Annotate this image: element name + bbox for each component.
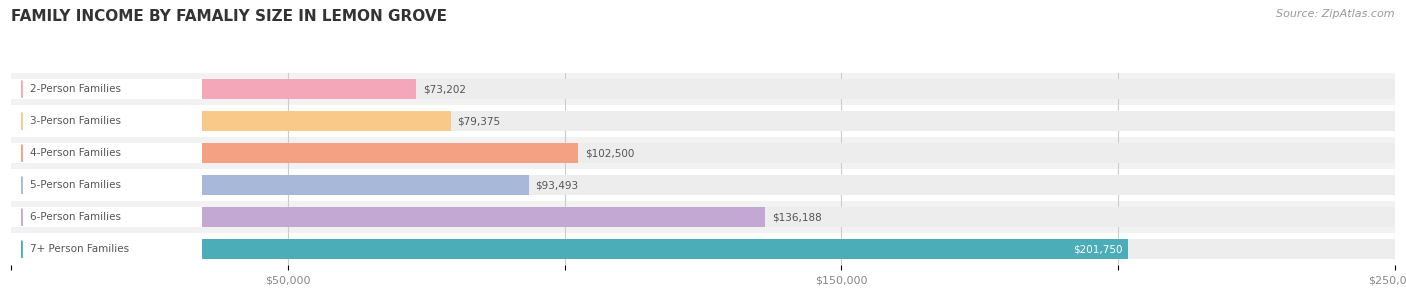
Text: 4-Person Families: 4-Person Families: [31, 148, 121, 158]
Text: $102,500: $102,500: [585, 148, 634, 158]
Bar: [11, 143, 578, 163]
Bar: [11, 143, 202, 163]
Text: $201,750: $201,750: [1073, 244, 1122, 254]
Text: $79,375: $79,375: [457, 116, 501, 126]
Bar: [11, 207, 202, 227]
Bar: [11, 201, 1395, 233]
Text: 7+ Person Families: 7+ Person Families: [31, 244, 129, 254]
Bar: [11, 239, 202, 259]
Bar: [11, 175, 1395, 195]
Bar: [11, 169, 1395, 201]
Bar: [11, 239, 1395, 259]
Bar: [11, 111, 202, 131]
Bar: [11, 143, 1395, 163]
Text: 5-Person Families: 5-Person Families: [31, 180, 121, 190]
Bar: [11, 239, 1128, 259]
Bar: [11, 233, 1395, 265]
Bar: [11, 79, 1395, 99]
Bar: [11, 137, 1395, 169]
Text: $73,202: $73,202: [423, 84, 467, 94]
Bar: [11, 175, 202, 195]
Bar: [11, 73, 1395, 105]
Bar: [11, 105, 1395, 137]
Bar: [11, 111, 1395, 131]
Bar: [11, 207, 765, 227]
Text: $136,188: $136,188: [772, 212, 821, 222]
Text: 3-Person Families: 3-Person Families: [31, 116, 121, 126]
Bar: [11, 111, 450, 131]
Bar: [11, 79, 416, 99]
Text: $93,493: $93,493: [536, 180, 579, 190]
Bar: [11, 175, 529, 195]
Text: 6-Person Families: 6-Person Families: [31, 212, 121, 222]
Bar: [11, 207, 1395, 227]
Bar: [11, 79, 202, 99]
Text: 2-Person Families: 2-Person Families: [31, 84, 121, 94]
Text: FAMILY INCOME BY FAMALIY SIZE IN LEMON GROVE: FAMILY INCOME BY FAMALIY SIZE IN LEMON G…: [11, 9, 447, 24]
Text: Source: ZipAtlas.com: Source: ZipAtlas.com: [1277, 9, 1395, 19]
